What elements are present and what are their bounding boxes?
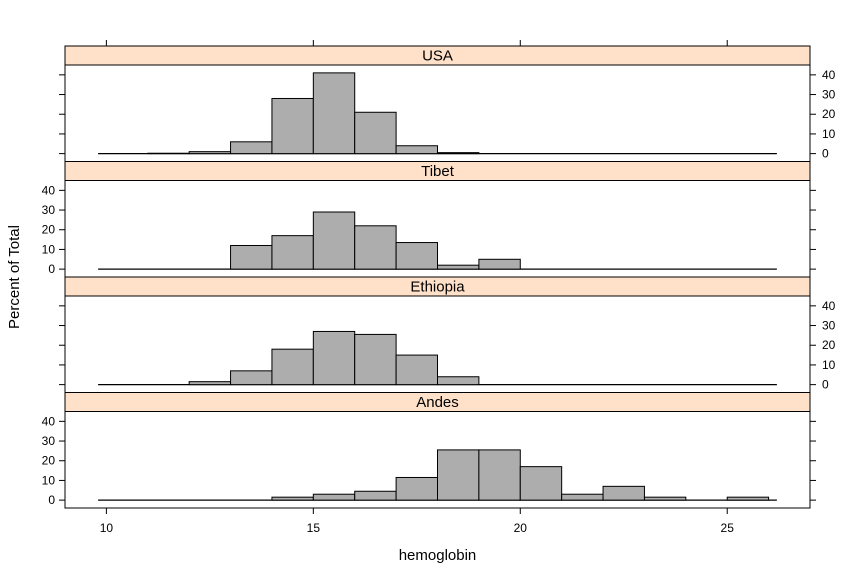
bar-andes-20 — [520, 467, 561, 500]
bar-usa-17 — [396, 146, 437, 154]
y-tick-label: 40 — [822, 299, 836, 313]
y-tick-label: 40 — [822, 68, 836, 82]
y-tick-label: 30 — [822, 319, 836, 333]
bar-ethiopia-17 — [396, 355, 437, 385]
y-tick-label: 20 — [42, 223, 56, 237]
bar-usa-12 — [189, 152, 230, 154]
strip-label-ethiopia: Ethiopia — [410, 279, 465, 296]
y-axis-title: Percent of Total — [6, 225, 23, 329]
y-tick-label: 10 — [822, 358, 836, 372]
bar-tibet-17 — [396, 243, 437, 270]
bar-tibet-13 — [231, 245, 272, 269]
bar-andes-22 — [603, 486, 644, 500]
bar-usa-13 — [231, 142, 272, 154]
bar-ethiopia-14 — [272, 349, 313, 384]
y-tick-label: 30 — [42, 203, 56, 217]
bar-usa-14 — [272, 98, 313, 153]
y-tick-label: 40 — [42, 414, 56, 428]
x-axis-title: hemoglobin — [399, 547, 477, 564]
x-tick-label: 15 — [307, 521, 321, 535]
y-tick-label: 0 — [48, 493, 55, 507]
x-tick-label: 20 — [514, 521, 528, 535]
y-tick-label: 0 — [822, 378, 829, 392]
bar-tibet-15 — [313, 212, 354, 269]
bar-andes-17 — [396, 477, 437, 500]
y-tick-label: 0 — [822, 147, 829, 161]
strip-label-usa: USA — [422, 48, 453, 65]
y-tick-label: 10 — [822, 127, 836, 141]
bar-andes-15 — [313, 494, 354, 500]
x-tick-label: 10 — [100, 521, 114, 535]
x-tick-label: 25 — [721, 521, 735, 535]
y-tick-label: 0 — [48, 262, 55, 276]
bar-tibet-18 — [438, 265, 479, 269]
bar-ethiopia-13 — [231, 371, 272, 385]
y-tick-label: 10 — [42, 242, 56, 256]
bar-andes-23 — [644, 497, 685, 500]
bar-andes-18 — [438, 450, 479, 500]
y-tick-label: 20 — [42, 454, 56, 468]
bar-andes-21 — [562, 494, 603, 500]
bar-tibet-14 — [272, 236, 313, 269]
strip-label-tibet: Tibet — [421, 163, 455, 180]
strip-label-andes: Andes — [416, 394, 459, 411]
y-tick-label: 20 — [822, 338, 836, 352]
bar-ethiopia-18 — [438, 377, 479, 385]
bar-ethiopia-12 — [189, 382, 230, 385]
bar-usa-16 — [355, 112, 396, 153]
bar-usa-18 — [438, 153, 479, 154]
y-tick-label: 30 — [42, 434, 56, 448]
bar-andes-19 — [479, 450, 520, 500]
bar-ethiopia-16 — [355, 334, 396, 384]
y-tick-label: 20 — [822, 107, 836, 121]
y-tick-label: 30 — [822, 88, 836, 102]
y-tick-label: 10 — [42, 473, 56, 487]
bar-andes-16 — [355, 491, 396, 500]
bar-ethiopia-15 — [313, 331, 354, 384]
bar-andes-25 — [727, 497, 768, 500]
y-tick-label: 40 — [42, 183, 56, 197]
bar-usa-15 — [313, 73, 354, 154]
bar-andes-14 — [272, 497, 313, 500]
bar-tibet-16 — [355, 226, 396, 269]
bar-tibet-19 — [479, 259, 520, 269]
